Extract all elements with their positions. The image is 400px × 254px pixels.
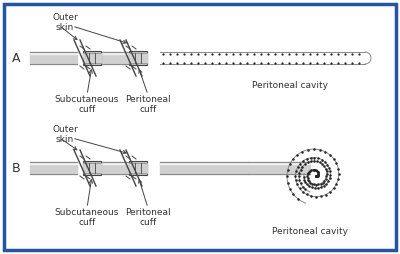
Text: Peritoneal
cuff: Peritoneal cuff <box>125 208 171 227</box>
FancyBboxPatch shape <box>83 51 101 65</box>
Text: B: B <box>12 162 20 174</box>
FancyBboxPatch shape <box>83 161 101 175</box>
Text: Outer
skin: Outer skin <box>52 13 78 33</box>
Text: A: A <box>12 52 20 65</box>
Text: Subcutaneous
cuff: Subcutaneous cuff <box>55 208 119 227</box>
FancyBboxPatch shape <box>129 51 147 65</box>
Text: Peritoneal cavity: Peritoneal cavity <box>272 228 348 236</box>
FancyBboxPatch shape <box>4 4 396 250</box>
Text: Peritoneal
cuff: Peritoneal cuff <box>125 95 171 114</box>
Text: Peritoneal cavity: Peritoneal cavity <box>252 81 328 89</box>
Polygon shape <box>287 149 339 203</box>
FancyBboxPatch shape <box>129 161 147 175</box>
Text: Outer
skin: Outer skin <box>52 125 78 145</box>
Text: Subcutaneous
cuff: Subcutaneous cuff <box>55 95 119 114</box>
